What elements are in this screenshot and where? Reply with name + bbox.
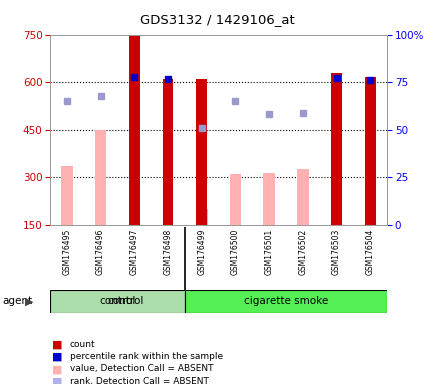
Text: GSM176497: GSM176497	[129, 228, 138, 275]
Bar	[330, 73, 341, 225]
Bar	[162, 79, 173, 225]
Bar	[50, 290, 184, 313]
Text: GSM176501: GSM176501	[264, 228, 273, 275]
Text: GSM176500: GSM176500	[230, 228, 240, 275]
Text: GDS3132 / 1429106_at: GDS3132 / 1429106_at	[140, 13, 294, 26]
Bar	[95, 130, 106, 225]
Bar	[196, 79, 207, 225]
Text: control: control	[99, 296, 135, 306]
Text: ■: ■	[52, 377, 62, 384]
Text: percentile rank within the sample: percentile rank within the sample	[69, 352, 222, 361]
Text: count: count	[69, 340, 95, 349]
Text: GSM176495: GSM176495	[62, 228, 71, 275]
Text: ■: ■	[52, 352, 62, 362]
Bar	[61, 166, 72, 225]
Text: GSM176499: GSM176499	[197, 228, 206, 275]
Text: cigarette smoke: cigarette smoke	[243, 296, 327, 306]
Bar	[184, 290, 386, 313]
Text: ■: ■	[52, 340, 62, 350]
Text: ▶: ▶	[25, 296, 34, 306]
Text: rank, Detection Call = ABSENT: rank, Detection Call = ABSENT	[69, 377, 208, 384]
Text: GSM176496: GSM176496	[96, 228, 105, 275]
Text: agent: agent	[2, 296, 32, 306]
Text: GSM176498: GSM176498	[163, 228, 172, 275]
Bar	[229, 174, 241, 225]
Text: control: control	[108, 296, 144, 306]
Bar	[296, 169, 308, 225]
Bar	[364, 77, 375, 225]
Bar	[263, 173, 274, 225]
Bar	[128, 35, 139, 225]
Text: GSM176504: GSM176504	[365, 228, 374, 275]
Text: GSM176503: GSM176503	[331, 228, 340, 275]
Bar	[195, 209, 207, 225]
Text: value, Detection Call = ABSENT: value, Detection Call = ABSENT	[69, 364, 213, 373]
Text: ■: ■	[52, 364, 62, 374]
Text: GSM176502: GSM176502	[298, 228, 307, 275]
